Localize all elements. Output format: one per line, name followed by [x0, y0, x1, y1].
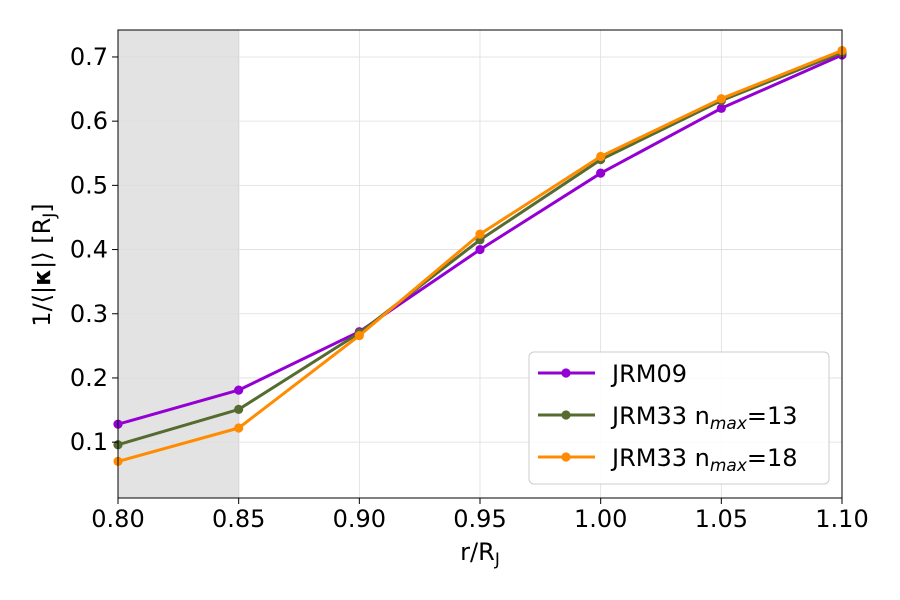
data-point-1-1 — [234, 404, 244, 415]
x-tick-label: 1.05 — [695, 505, 748, 533]
y-axis-label-main: 1/⟨| — [28, 286, 56, 327]
legend-label-2: JRM33 nmax=18 — [610, 444, 798, 476]
x-tick-label: 0.95 — [453, 505, 506, 533]
y-tick-label: 0.7 — [70, 43, 108, 71]
y-tick-label: 0.1 — [70, 428, 108, 456]
data-point-2-5 — [716, 94, 726, 104]
y-tick-label: 0.4 — [70, 236, 108, 264]
data-point-2-4 — [596, 151, 606, 162]
y-tick-label: 0.6 — [70, 107, 108, 135]
y-axis-label-sub: J — [40, 213, 60, 219]
legend-marker-1 — [561, 410, 571, 420]
data-point-2-1 — [234, 423, 244, 433]
data-point-0-5 — [716, 103, 726, 113]
y-axis-label: 1/⟨|κ|⟩ [RJ] — [28, 203, 60, 326]
data-point-0-1 — [234, 385, 244, 395]
legend-marker-2 — [561, 452, 571, 462]
y-axis-label-end: ] — [28, 203, 56, 212]
legend-label-0: JRM09 — [610, 360, 687, 388]
data-point-0-4 — [596, 168, 606, 178]
y-tick-label: 0.5 — [70, 171, 108, 199]
x-axis-label: r/RJ — [460, 538, 500, 570]
y-axis-label-tail: |⟩ [R — [28, 218, 56, 269]
x-axis-label-sub: J — [494, 550, 500, 570]
x-axis-label-main: r/R — [460, 538, 495, 566]
x-tick-label: 1.00 — [574, 505, 627, 533]
legend-label-1: JRM33 nmax=13 — [610, 402, 798, 434]
data-point-2-3 — [475, 229, 485, 239]
x-tick-label: 1.10 — [815, 505, 868, 533]
y-axis-label-bold: κ — [28, 269, 56, 286]
x-tick-label: 0.85 — [212, 505, 265, 533]
x-tick-label: 0.90 — [333, 505, 386, 533]
y-tick-label: 0.2 — [70, 364, 108, 392]
data-point-2-2 — [354, 330, 364, 341]
data-point-0-3 — [475, 244, 485, 255]
legend-marker-0 — [561, 368, 571, 378]
plot-area: 0.80 0.85 0.90 0.95 1.00 1.05 1.10 0.1 0.2 0.3 0.4… — [70, 29, 869, 533]
x-tick-label: 0.80 — [91, 505, 144, 533]
y-tick-label: 0.3 — [70, 300, 108, 328]
legend-box — [528, 351, 830, 485]
